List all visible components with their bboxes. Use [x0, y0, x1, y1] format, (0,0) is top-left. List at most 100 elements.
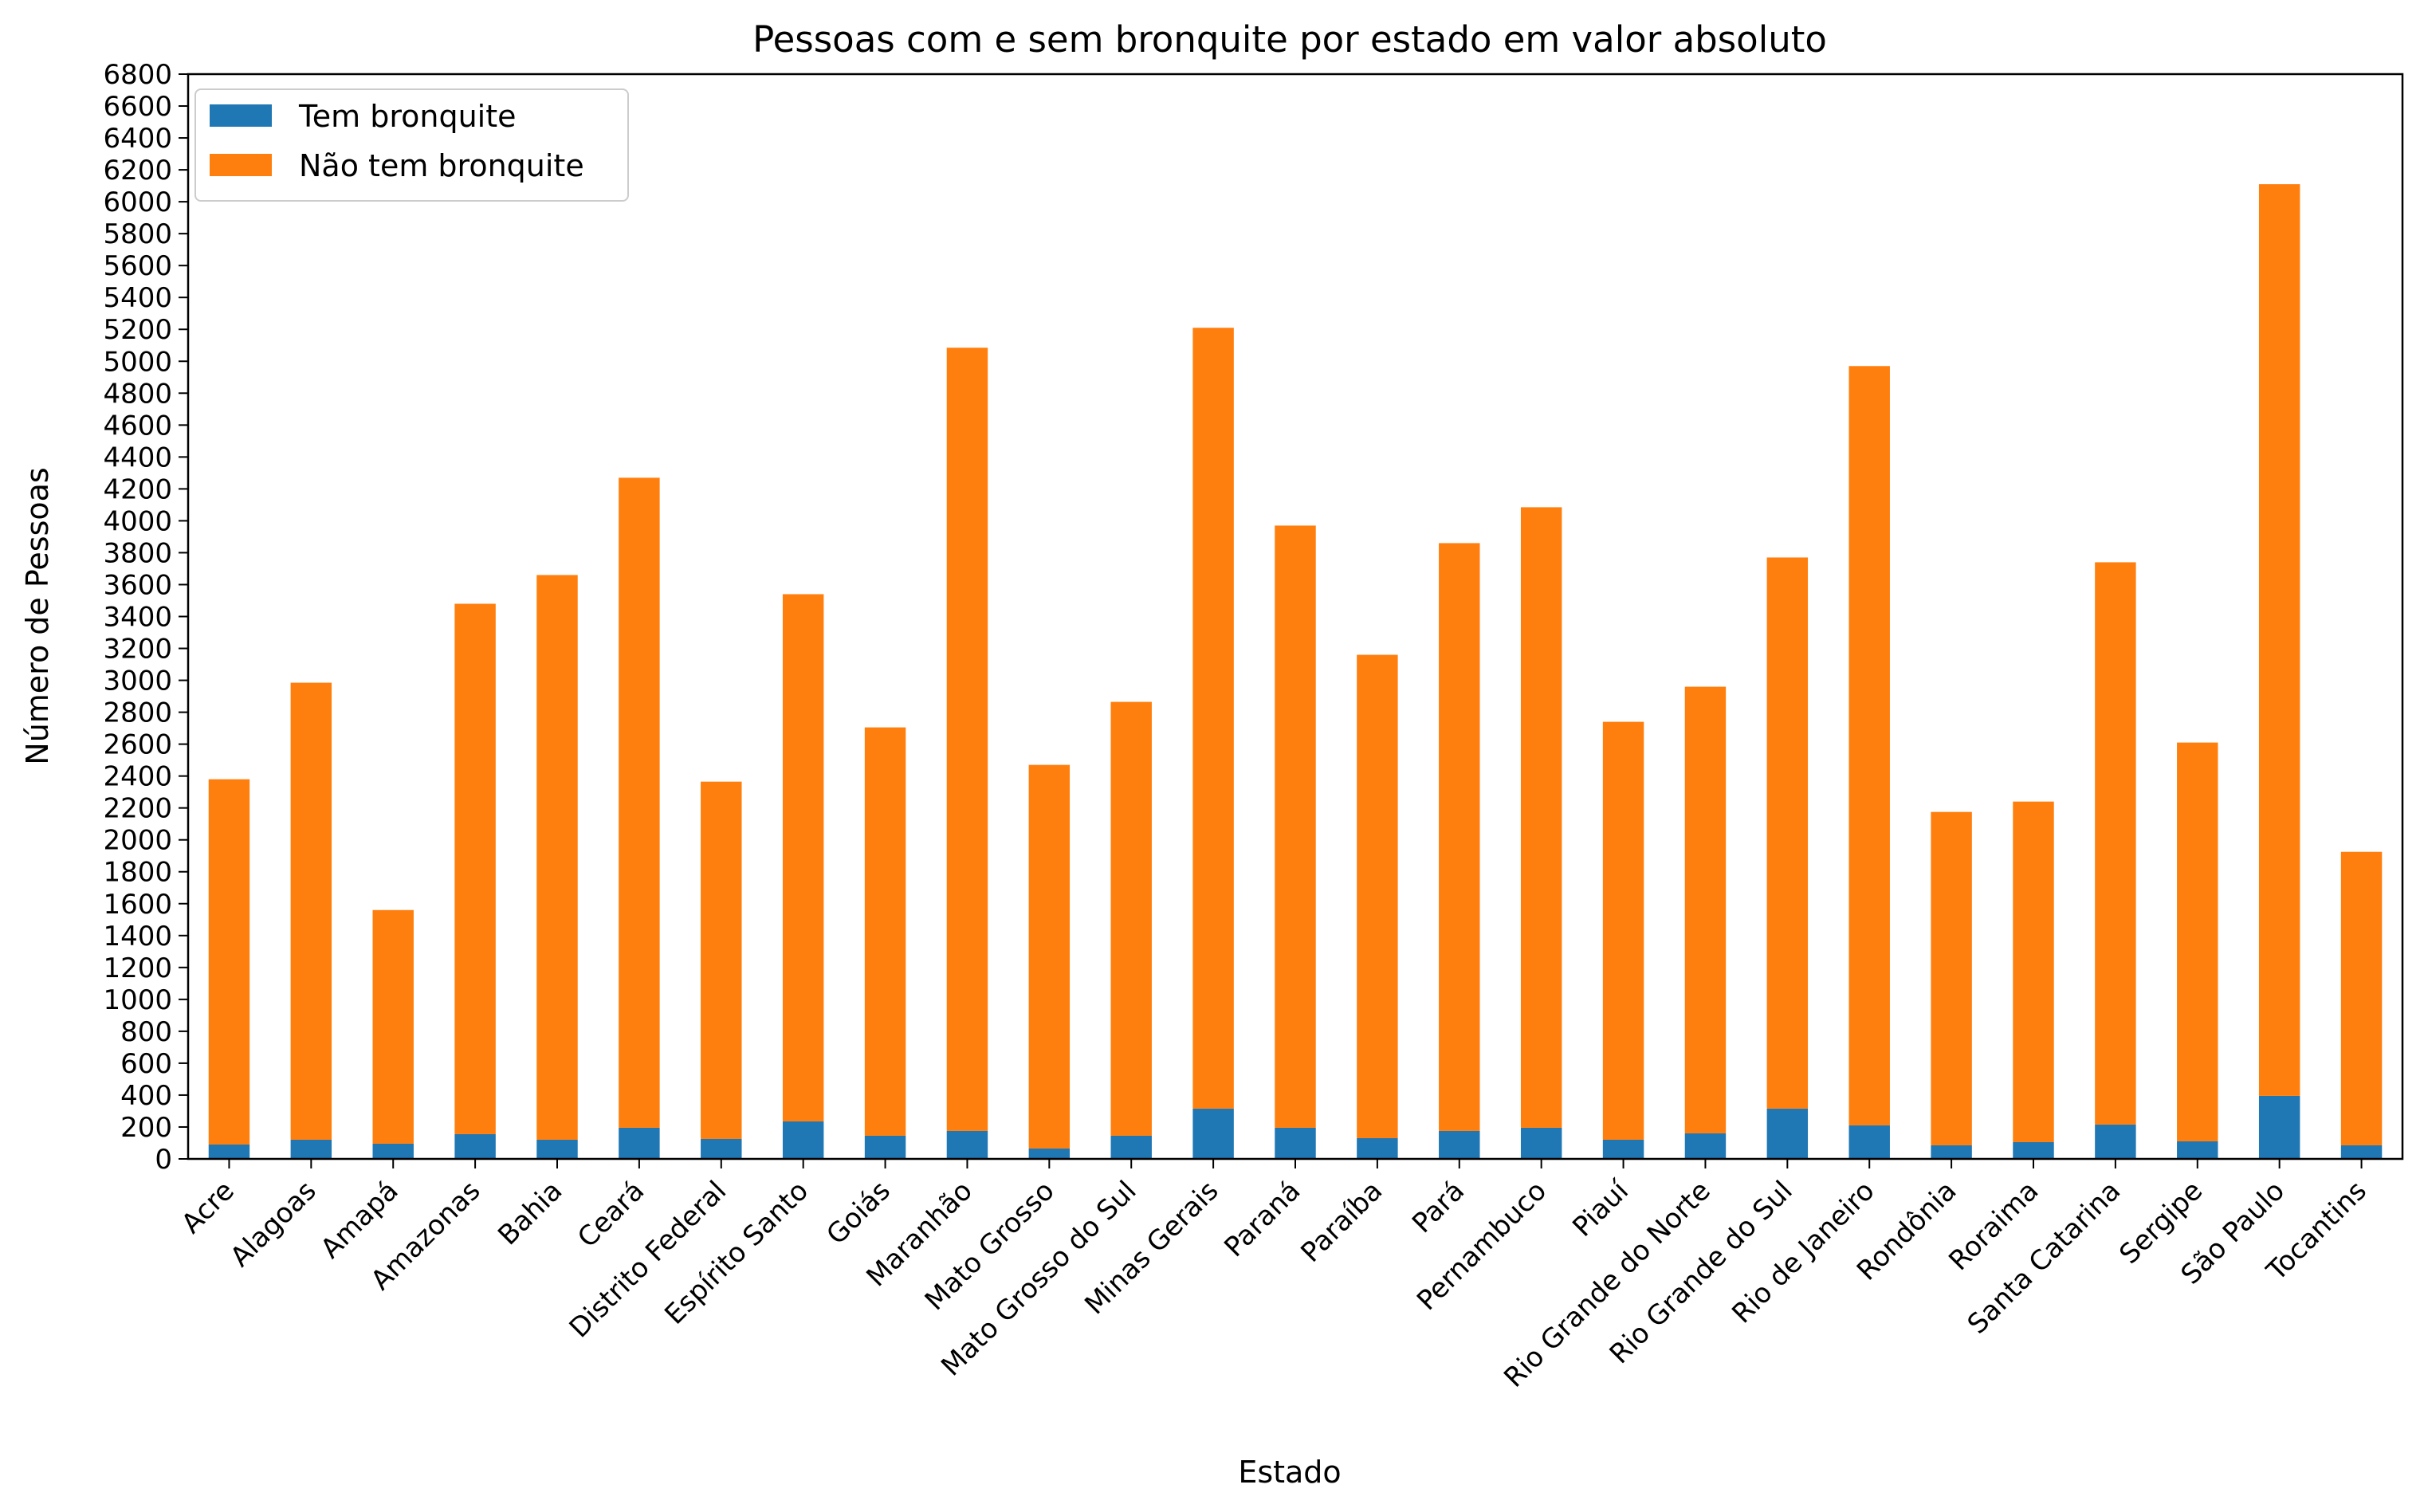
bar-tem-bronquite-para	[1439, 1130, 1480, 1159]
bar-nao-tem-bronquite-piaui	[1602, 721, 1644, 1140]
bar-tem-bronquite-rondonia	[1931, 1145, 1972, 1159]
bar-nao-tem-bronquite-pernambuco	[1520, 507, 1562, 1128]
bar-nao-tem-bronquite-minas-gerais	[1192, 328, 1234, 1109]
bar-nao-tem-bronquite-distrito-federal	[701, 781, 742, 1139]
y-tick-label-4600: 4600	[103, 410, 172, 442]
bar-tem-bronquite-minas-gerais	[1192, 1108, 1234, 1159]
y-tick-label-1200: 1200	[103, 952, 172, 984]
bar-tem-bronquite-mato-grosso	[1028, 1148, 1071, 1159]
y-tick-label-400: 400	[120, 1080, 172, 1112]
y-tick-label-6600: 6600	[103, 91, 172, 123]
bar-tem-bronquite-amapa	[372, 1143, 414, 1159]
y-tick-label-5000: 5000	[103, 346, 172, 378]
bar-tem-bronquite-rio-grande-do-sul	[1766, 1108, 1809, 1159]
y-tick-label-6200: 6200	[103, 155, 172, 187]
bar-tem-bronquite-maranhao	[946, 1130, 988, 1159]
y-tick-label-6800: 6800	[103, 59, 172, 91]
bar-tem-bronquite-sergipe	[2177, 1141, 2218, 1159]
bar-nao-tem-bronquite-amazonas	[454, 603, 496, 1134]
y-tick-label-5800: 5800	[103, 218, 172, 250]
y-axis-label: Número de Pessoas	[20, 467, 55, 764]
bar-nao-tem-bronquite-rio-grande-do-norte	[1684, 686, 1727, 1133]
bar-nao-tem-bronquite-goias	[864, 727, 906, 1136]
bar-tem-bronquite-santa-catarina	[2095, 1124, 2136, 1159]
bar-nao-tem-bronquite-sao-paulo	[2258, 184, 2300, 1096]
bar-nao-tem-bronquite-rio-de-janeiro	[1848, 366, 1890, 1125]
legend: Tem bronquite Não tem bronquite	[194, 88, 629, 202]
legend-box	[194, 88, 629, 202]
bar-tem-bronquite-rio-grande-do-norte	[1684, 1133, 1727, 1159]
y-tick-label-3600: 3600	[103, 569, 172, 601]
bar-nao-tem-bronquite-para	[1439, 543, 1480, 1131]
y-tick-label-3000: 3000	[103, 666, 172, 697]
y-tick-label-3200: 3200	[103, 634, 172, 666]
y-tick-label-4200: 4200	[103, 473, 172, 505]
bar-tem-bronquite-ceara	[619, 1127, 660, 1159]
bar-tem-bronquite-piaui	[1602, 1139, 1644, 1159]
y-tick-label-5600: 5600	[103, 250, 172, 282]
y-tick-label-1000: 1000	[103, 984, 172, 1016]
y-tick-label-1600: 1600	[103, 889, 172, 921]
bar-tem-bronquite-acre	[208, 1144, 250, 1159]
bar-tem-bronquite-sao-paulo	[2258, 1095, 2300, 1159]
bar-nao-tem-bronquite-maranhao	[946, 348, 988, 1131]
y-tick-label-2400: 2400	[103, 761, 172, 793]
y-tick-label-1800: 1800	[103, 857, 172, 889]
y-tick-label-3400: 3400	[103, 602, 172, 634]
bar-nao-tem-bronquite-acre	[208, 779, 250, 1145]
y-tick-label-5200: 5200	[103, 314, 172, 346]
plot-frame	[187, 73, 2404, 1161]
y-tick-label-6000: 6000	[103, 187, 172, 218]
bar-nao-tem-bronquite-paraiba	[1357, 654, 1398, 1138]
y-tick-label-2600: 2600	[103, 729, 172, 761]
y-tick-label-800: 800	[120, 1016, 172, 1048]
y-axis-ticks: 0200400600800100012001400160018002000220…	[103, 59, 188, 1176]
bar-nao-tem-bronquite-amapa	[372, 909, 414, 1144]
bar-nao-tem-bronquite-ceara	[619, 477, 660, 1128]
legend-swatch-tem-bronquite	[210, 104, 272, 127]
bar-tem-bronquite-pernambuco	[1520, 1127, 1562, 1159]
bar-tem-bronquite-roraima	[2013, 1141, 2054, 1159]
bar-nao-tem-bronquite-roraima	[2013, 801, 2054, 1142]
y-tick-label-4800: 4800	[103, 378, 172, 410]
legend-swatch-nao-tem-bronquite	[210, 154, 272, 176]
y-tick-label-200: 200	[120, 1112, 172, 1144]
y-tick-label-1400: 1400	[103, 921, 172, 952]
y-tick-label-2000: 2000	[103, 825, 172, 857]
bar-tem-bronquite-parana	[1275, 1127, 1316, 1159]
bar-nao-tem-bronquite-bahia	[536, 575, 578, 1140]
bar-nao-tem-bronquite-mato-grosso-do-sul	[1110, 701, 1152, 1136]
chart-title: Pessoas com e sem bronquite por estado e…	[752, 18, 1827, 61]
bar-tem-bronquite-alagoas	[290, 1139, 332, 1159]
bar-tem-bronquite-paraiba	[1357, 1137, 1398, 1159]
bar-nao-tem-bronquite-alagoas	[290, 682, 332, 1140]
y-tick-label-4400: 4400	[103, 442, 172, 473]
bar-tem-bronquite-espirito-santo	[782, 1121, 824, 1159]
bar-tem-bronquite-mato-grosso-do-sul	[1110, 1135, 1152, 1159]
bar-nao-tem-bronquite-rio-grande-do-sul	[1766, 557, 1809, 1109]
bar-tem-bronquite-amazonas	[454, 1133, 496, 1159]
bar-nao-tem-bronquite-mato-grosso	[1028, 764, 1071, 1149]
y-tick-label-2800: 2800	[103, 697, 172, 729]
bar-nao-tem-bronquite-parana	[1275, 525, 1316, 1128]
bar-nao-tem-bronquite-rondonia	[1931, 811, 1972, 1145]
y-tick-label-4000: 4000	[103, 505, 172, 537]
y-tick-label-2200: 2200	[103, 793, 172, 825]
y-tick-label-0: 0	[155, 1144, 172, 1176]
bar-tem-bronquite-tocantins	[2340, 1145, 2383, 1159]
y-tick-label-6400: 6400	[103, 123, 172, 155]
bar-tem-bronquite-distrito-federal	[701, 1138, 742, 1159]
legend-label-tem-bronquite: Tem bronquite	[298, 99, 517, 134]
y-tick-label-5400: 5400	[103, 282, 172, 314]
bar-tem-bronquite-bahia	[536, 1139, 578, 1159]
bar-nao-tem-bronquite-espirito-santo	[782, 594, 824, 1121]
y-tick-label-600: 600	[120, 1048, 172, 1080]
bar-nao-tem-bronquite-santa-catarina	[2095, 562, 2136, 1125]
bar-nao-tem-bronquite-sergipe	[2177, 742, 2218, 1141]
bar-nao-tem-bronquite-tocantins	[2340, 851, 2383, 1145]
bars-group	[208, 184, 2383, 1159]
y-tick-label-3800: 3800	[103, 537, 172, 569]
x-axis-label: Estado	[1238, 1455, 1341, 1490]
bar-tem-bronquite-rio-de-janeiro	[1848, 1125, 1890, 1159]
